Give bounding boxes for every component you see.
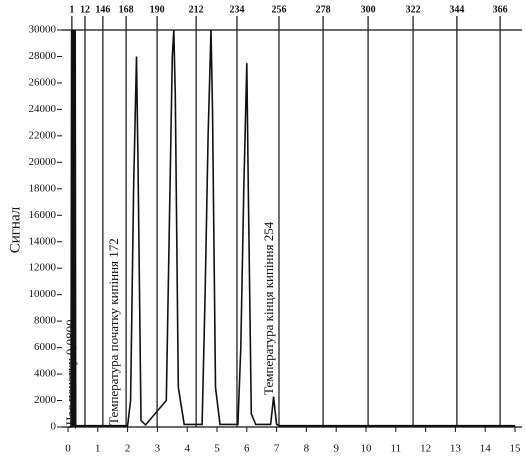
top-tick-label: 278: [316, 4, 331, 15]
y-tick-label: 14000: [29, 235, 57, 247]
top-tick-label: 366: [493, 4, 508, 15]
top-tick-label: 168: [119, 4, 134, 15]
top-tick-label: 300: [361, 4, 376, 15]
top-tick-label: 190: [150, 4, 165, 15]
signal-line: [68, 29, 515, 430]
x-tick-label: 5: [214, 443, 220, 455]
x-tick-label: 0: [65, 443, 71, 455]
top-tick-label: 344: [449, 4, 464, 15]
x-tick-label: 10: [361, 443, 373, 455]
x-tick-label: 8: [304, 443, 310, 455]
y-tick-label: 12000: [29, 262, 57, 274]
y-tick-label: 0: [51, 421, 57, 433]
x-tick-label: 14: [480, 443, 492, 455]
x-tick-label: 11: [391, 443, 402, 455]
x-tick-label: 1: [95, 443, 101, 455]
y-tick-label: 2000: [34, 394, 57, 406]
top-tick-label: 12: [80, 4, 90, 15]
y-tick-label: 4000: [34, 368, 57, 380]
annotation: Температура початку кипіння 172: [106, 238, 121, 425]
y-tick-label: 28000: [29, 50, 57, 62]
y-axis-label: Сигнал: [7, 206, 23, 253]
x-tick-label: 15: [510, 443, 522, 455]
y-tick-label: 6000: [34, 341, 57, 353]
top-tick-label: 212: [189, 4, 204, 15]
x-tick-label: 3: [155, 443, 161, 455]
x-tick-label: 4: [184, 443, 190, 455]
y-tick-label: 30000: [29, 24, 57, 36]
x-tick-label: 12: [420, 443, 431, 455]
top-tick-label: 1: [69, 4, 74, 15]
annotation: Температура кінця кипіння 254: [261, 221, 276, 395]
y-tick-label: 10000: [29, 288, 57, 300]
y-tick-label: 22000: [29, 129, 57, 141]
x-tick-label: 6: [244, 443, 250, 455]
x-tick-label: 13: [450, 443, 462, 455]
y-tick-label: 8000: [34, 315, 57, 327]
y-tick-label: 18000: [29, 182, 57, 194]
x-tick-label: 9: [333, 443, 339, 455]
top-tick-label: 146: [95, 4, 110, 15]
x-tick-label: 2: [125, 443, 131, 455]
y-tick-label: 26000: [29, 76, 57, 88]
top-tick-label: 322: [406, 4, 421, 15]
y-tick-label: 24000: [29, 103, 57, 115]
x-tick-label: 7: [274, 443, 280, 455]
y-tick-label: 20000: [29, 156, 57, 168]
top-tick-label: 256: [271, 4, 286, 15]
top-tick-label: 234: [229, 4, 244, 15]
y-tick-label: 16000: [29, 209, 57, 221]
